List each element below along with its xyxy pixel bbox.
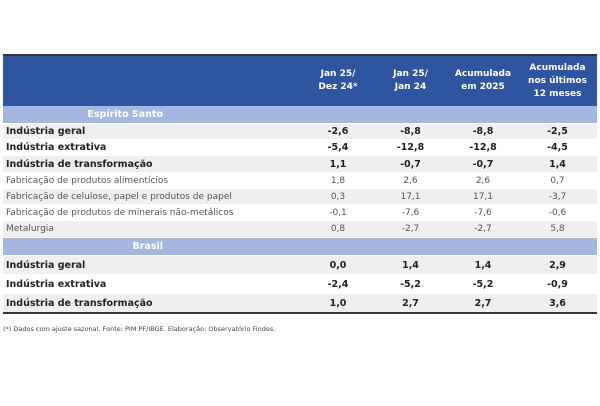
cell-value: -2,7 (474, 224, 492, 234)
table-row: Fabricação de celulose, papel e produtos… (3, 189, 597, 204)
table-header: Jan 25/ Dez 24* Jan 25/ Jan 24 Acumulada e… (3, 56, 597, 106)
cell-value: -2,7 (401, 224, 420, 234)
cell-value: -8,8 (472, 126, 494, 137)
cell-value: 3,6 (549, 297, 566, 309)
row-label: Metalurgia (6, 224, 54, 234)
column-header: Jan 25/ Jan 24 (393, 69, 428, 92)
table-row: Indústria de transformação 1,0 2,7 2,7 3,6 (3, 294, 597, 312)
cell-value: 2,7 (402, 297, 419, 309)
row-label: Fabricação de celulose, papel e produtos… (6, 191, 232, 202)
table-row: Indústria de transformação 1,1 -0,7 -0,7 1,4 (3, 156, 597, 172)
cell-value: 0,7 (550, 175, 565, 186)
cell-value: 0,8 (330, 224, 346, 234)
cell-value: 1,4 (402, 259, 419, 271)
cell-value: -0,7 (472, 158, 494, 170)
table-row: Indústria extrativa -5,4 -12,8 -12,8 -4,5 (3, 140, 597, 155)
cell-value: 2,6 (475, 175, 491, 186)
row-label: Fabricação de produtos de minerais não-m… (6, 207, 234, 218)
cell-value: -5,2 (400, 278, 421, 290)
column-header: Acumulada nos últimos 12 meses (528, 62, 587, 99)
table-row: Metalurgia 0,8 -2,7 -2,7 5,8 (3, 221, 597, 237)
footnote: (*) Dados com ajuste sazonal. Fonte: PIM… (3, 325, 276, 333)
cell-value: -8,8 (400, 126, 421, 137)
row-label: Fabricação de produtos alimentícios (6, 175, 169, 186)
row-label: Indústria geral (6, 259, 86, 271)
industry-table: Jan 25/ Dez 24* Jan 25/ Jan 24 Acumulada e… (3, 54, 597, 314)
cell-value: 0,3 (330, 191, 346, 202)
cell-value: -2,5 (547, 126, 568, 137)
cell-value: 2,7 (474, 297, 492, 309)
column-header: Acumulada em 2025 (454, 69, 512, 92)
cell-value: 1,1 (329, 158, 347, 170)
cell-value: 17,1 (400, 191, 421, 202)
table-row: Indústria geral 0,0 1,4 1,4 2,9 (3, 256, 597, 274)
row-label: Indústria extrativa (6, 142, 107, 153)
cell-value: 1,8 (330, 175, 346, 186)
table-row: Indústria extrativa -2,4 -5,2 -5,2 -0,9 (3, 275, 597, 293)
table-row: Fabricação de produtos de minerais não-m… (3, 205, 597, 220)
section-title: Espírito Santo (87, 109, 163, 120)
cell-value: 1,4 (474, 259, 492, 271)
table-row: Fabricação de produtos alimentícios 1,8 2,… (3, 173, 597, 188)
cell-value: 5,8 (550, 224, 565, 234)
cell-value: 0,0 (329, 259, 347, 271)
cell-value: 2,9 (549, 259, 566, 271)
cell-value: 2,6 (403, 175, 418, 186)
cell-value: -0,7 (400, 158, 421, 170)
cell-value: 1,4 (549, 158, 566, 170)
row-label: Indústria de transformação (6, 297, 153, 309)
section-header: Brasil (3, 238, 597, 255)
cell-value: -2,4 (327, 278, 349, 290)
column-header: Jan 25/ Dez 24* (318, 69, 358, 92)
cell-value: 17,1 (472, 191, 494, 202)
table-row: Indústria geral -2,6 -8,8 -8,8 -2,5 (3, 124, 597, 139)
section-title: Brasil (132, 241, 163, 252)
cell-value: -5,4 (327, 142, 349, 153)
row-label: Indústria geral (6, 126, 86, 137)
cell-value: -12,8 (396, 142, 425, 153)
cell-value: -5,2 (472, 278, 494, 290)
cell-value: -7,6 (474, 207, 492, 218)
cell-value: -2,6 (327, 126, 349, 137)
cell-value: -7,6 (401, 207, 420, 218)
row-label: Indústria extrativa (6, 278, 107, 290)
cell-value: -0,6 (548, 207, 567, 218)
cell-value: -0,1 (329, 207, 347, 218)
row-label: Indústria de transformação (6, 158, 153, 170)
cell-value: -4,5 (547, 142, 568, 153)
cell-value: -12,8 (469, 142, 497, 153)
section-header: Espírito Santo (3, 106, 597, 123)
cell-value: -3,7 (548, 191, 567, 202)
cell-value: -0,9 (547, 278, 568, 290)
cell-value: 1,0 (329, 297, 347, 309)
